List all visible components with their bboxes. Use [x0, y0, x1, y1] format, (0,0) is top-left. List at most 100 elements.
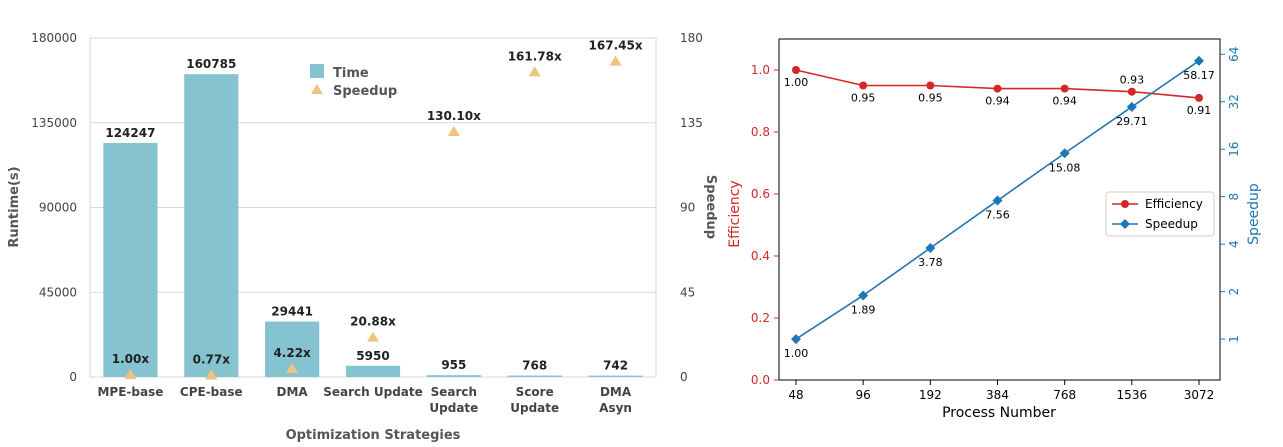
c1-bar-value-label: 768 [522, 359, 547, 373]
c2-efficiency-point [859, 81, 868, 90]
c2-speedup-label: 3.78 [918, 256, 943, 269]
c1-speedup-label: 167.45x [589, 39, 643, 53]
c2-speedup-label: 15.08 [1049, 161, 1081, 174]
c1-x-axis-title: Optimization Strategies [286, 428, 461, 443]
c2-x-tick-label: 384 [986, 388, 1009, 402]
c1-bar [588, 375, 643, 377]
c1-bar [507, 375, 562, 377]
c1-x-tick-label: MPE-base [97, 385, 163, 399]
c1-legend: Time Speedup [310, 64, 397, 99]
c2-speedup-point [1059, 148, 1070, 159]
c1-x-tick-label-line: MPE-base [97, 385, 163, 399]
c1-left-axis-ticks: 0 45000 90000 135000 180000 [31, 31, 77, 384]
c1-y2-tick-label: 135 [680, 116, 703, 130]
c2-efficiency-label: 0.95 [918, 92, 943, 105]
c1-bars [103, 74, 643, 378]
c2-legend-box [1105, 191, 1215, 237]
c2-y-tick-label: 0.0 [751, 373, 770, 387]
c1-speedup-marker [447, 125, 460, 136]
c2-efficiency-label: 0.94 [985, 95, 1010, 108]
c1-y2-tick-label: 45 [680, 285, 695, 299]
c1-legend-time-label: Time [333, 66, 369, 81]
c2-y2-tick-label: 1 [1227, 335, 1241, 343]
c1-bar-value-label: 124247 [105, 126, 155, 140]
c2-speedup-label: 1.00 [784, 347, 809, 360]
c2-legend-speedup-label: Speedup [1145, 217, 1198, 231]
c2-legend: Efficiency Speedup [1105, 191, 1215, 237]
c2-speedup-point [925, 243, 936, 254]
c1-y2-axis-title: Speedup [703, 175, 718, 239]
c2-y2-tick-label: 8 [1227, 193, 1241, 201]
c1-x-tick-label: CPE-base [180, 385, 243, 399]
c2-series-markers [791, 55, 1204, 345]
c2-efficiency-point [792, 66, 800, 74]
c2-speedup-point [1126, 101, 1137, 112]
c2-efficiency-point [1127, 87, 1136, 96]
c1-speedup-marker [367, 331, 379, 342]
c2-x-tick-label: 48 [788, 388, 803, 402]
runtime-speedup-chart: 124247 160785 29441 5950 955 768 742 1.00x 0.77… [7, 31, 718, 443]
c1-x-tick-label: DMA [277, 385, 309, 399]
c1-bar-value-labels: 124247 160785 29441 5950 955 768 742 [105, 57, 628, 372]
c1-bar-value-label: 160785 [186, 57, 236, 71]
c2-speedup-point [992, 195, 1003, 206]
c2-y-axis-title: Efficiency [727, 180, 743, 247]
c2-legend-efficiency-label: Efficiency [1145, 197, 1203, 211]
c1-speedup-marker [286, 363, 299, 374]
c2-y-tick-label: 0.4 [751, 249, 770, 263]
c2-x-axis-title: Process Number [942, 405, 1056, 421]
c1-x-tick-label-line: Asyn [599, 401, 632, 415]
c2-y2-tick-label: 64 [1227, 47, 1241, 62]
c1-x-tick-label-line: Update [510, 401, 559, 415]
c1-speedup-label: 20.88x [350, 315, 396, 329]
c2-x-tick-label: 192 [919, 388, 942, 402]
c2-legend-speedup-marker [1120, 219, 1130, 229]
c2-speedup-label: 29.71 [1116, 115, 1148, 128]
c1-x-tick-label-line: DMA [600, 385, 632, 399]
c2-efficiency-label: 0.91 [1187, 104, 1212, 117]
c1-bar [345, 365, 401, 377]
c2-efficiency-label: 0.94 [1052, 95, 1077, 108]
c2-efficiency-axis-ticks: 0.0 0.2 0.4 0.6 0.8 1.0 [751, 63, 779, 387]
c1-y-tick-label: 0 [69, 370, 77, 384]
c1-speedup-label: 4.22x [273, 346, 311, 360]
c1-bar [103, 143, 158, 377]
c2-y-tick-label: 0.8 [751, 125, 770, 139]
c2-speedup-label: 7.56 [985, 209, 1010, 222]
c2-y2-tick-label: 32 [1227, 94, 1241, 109]
c2-speedup-axis-ticks: 1 2 4 8 16 32 64 [1220, 47, 1241, 343]
c1-y-tick-label: 90000 [39, 201, 77, 215]
c1-bar-value-label: 955 [441, 358, 466, 372]
c2-y2-axis-title: Speedup [1246, 183, 1262, 245]
c2-speedup-point [858, 290, 869, 301]
c1-speedup-marker [609, 55, 622, 66]
c1-speedup-label: 130.10x [427, 109, 481, 123]
c1-y-tick-label: 45000 [39, 285, 77, 299]
c2-efficiency-label: 0.95 [851, 92, 876, 105]
c2-data-labels: 1.00 0.95 0.95 0.94 0.94 0.93 0.91 1.00 1.89 3.78… [784, 69, 1215, 360]
c1-bar-value-label: 5950 [356, 349, 389, 363]
c1-y-tick-label: 180000 [31, 31, 77, 45]
c1-x-tick-label-line: Update [429, 401, 478, 415]
c1-speedup-label: 1.00x [112, 352, 150, 366]
c1-bar [184, 74, 239, 378]
c1-bar-value-label: 742 [603, 359, 628, 373]
c1-x-tick-label: Search Update [323, 385, 423, 399]
c2-speedup-point [1194, 55, 1204, 66]
c1-x-tick-label: DMA Asyn [599, 385, 632, 415]
c2-efficiency-point [1195, 93, 1203, 102]
c1-legend-time-swatch [310, 64, 324, 78]
c1-y2-tick-label: 0 [680, 370, 688, 384]
c1-speedup-markers [124, 55, 622, 380]
c2-plot-frame [778, 38, 1221, 381]
c2-y2-tick-label: 4 [1227, 240, 1241, 248]
c2-y2-tick-label: 16 [1227, 142, 1241, 157]
c1-x-tick-label: Score Update [510, 385, 559, 415]
c2-efficiency-point [993, 84, 1002, 93]
c1-x-tick-label-line: DMA [277, 385, 309, 399]
c1-speedup-marker [205, 369, 218, 380]
c1-y-axis-title: Runtime(s) [7, 166, 22, 247]
c2-y-tick-label: 0.2 [751, 311, 770, 325]
c1-x-tick-label-line: Search Update [323, 385, 423, 399]
